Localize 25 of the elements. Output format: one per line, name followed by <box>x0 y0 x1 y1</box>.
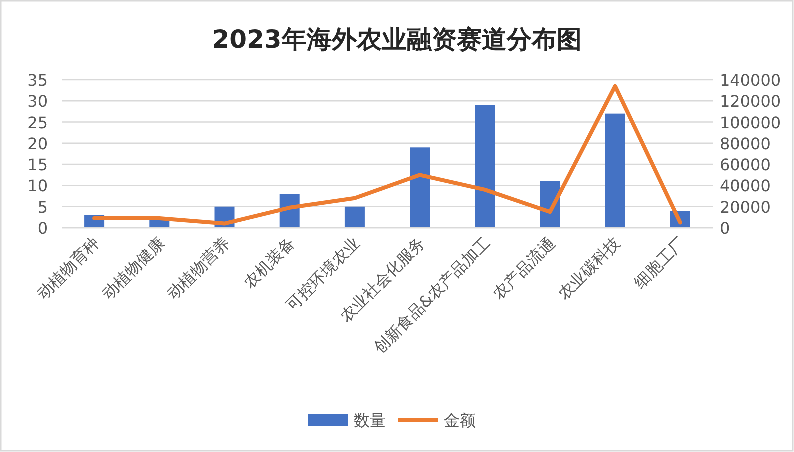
bar <box>475 105 496 228</box>
y2-tick-label: 40000 <box>720 176 771 196</box>
y-tick-label: 20 <box>28 134 48 154</box>
y-tick-label: 10 <box>28 176 48 196</box>
y-tick-label: 30 <box>28 92 48 112</box>
y2-tick-label: 100000 <box>720 113 782 132</box>
y-tick-label: 15 <box>28 156 48 175</box>
y2-tick-label: 120000 <box>720 92 782 112</box>
y-tick-label: 5 <box>38 198 48 217</box>
y2-tick-label: 60000 <box>720 156 771 175</box>
x-tick-label: 细胞工厂 <box>630 233 690 292</box>
bar <box>344 206 365 228</box>
y2-tick-label: 20000 <box>720 198 771 217</box>
x-tick-label: 农产品流通 <box>489 233 560 304</box>
chart-title: 2023年海外农业融资赛道分布图 <box>212 25 582 54</box>
y-tick-label: 35 <box>28 71 48 90</box>
legend-label: 金额 <box>444 411 476 430</box>
bar <box>410 148 430 228</box>
y2-tick-label: 0 <box>720 219 730 238</box>
y-tick-label: 25 <box>28 113 48 132</box>
legend-label: 数量 <box>354 411 386 430</box>
bar <box>605 114 626 228</box>
y2-tick-label: 140000 <box>720 71 782 90</box>
y2-tick-label: 80000 <box>720 134 771 154</box>
x-tick-label: 农机装备 <box>240 233 299 292</box>
